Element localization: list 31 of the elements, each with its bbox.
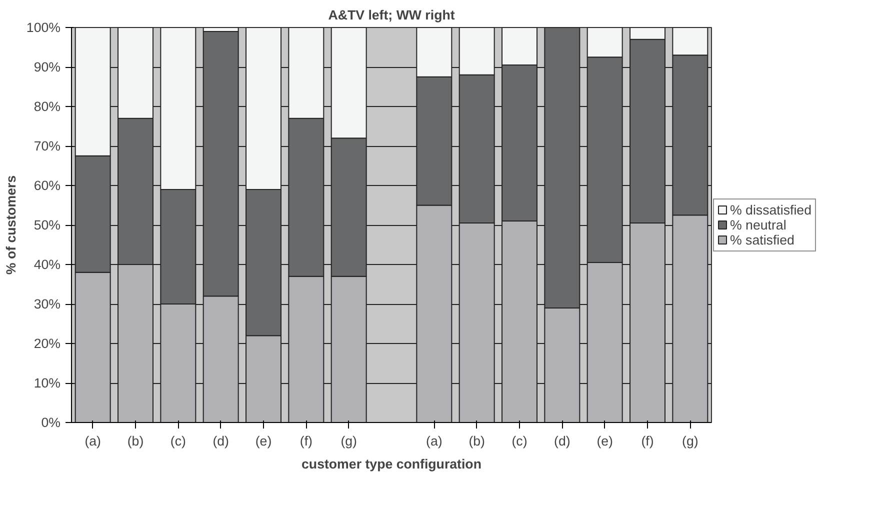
y-tick-label: 30% [34,296,61,312]
x-tick-label: (f) [641,434,654,448]
x-axis-title: customer type configuration [302,456,482,472]
y-tick-label: 80% [34,99,61,114]
y-tick-label: 40% [34,257,61,272]
x-tick-label: (a) [426,434,442,448]
x-tick-label: (a) [84,434,101,448]
x-tick-label: (d) [554,434,570,448]
x-tick-label: (e) [255,434,272,448]
x-tick-label: (f) [300,434,312,448]
y-tick-label: 90% [34,60,61,74]
legend-label: % dissatisfied [730,202,812,217]
y-tick-label: 60% [34,178,61,193]
x-tick-label: (c) [512,434,528,448]
x-tick-label: (g) [682,434,698,448]
y-tick-label: 20% [34,336,61,351]
x-tick-label: (d) [212,434,229,448]
y-axis-title: % of customers [3,175,18,275]
x-tick-label: (c) [170,434,186,448]
y-tick-label: 50% [34,218,61,232]
x-tick-label: (g) [340,434,357,448]
y-tick-label: 70% [34,138,61,154]
legend-label: % satisfied [730,232,794,247]
y-tick-label: 0% [41,415,61,430]
x-tick-label: (b) [468,434,485,448]
chart-title: A&TV left; WW right [328,8,456,22]
legend-label: % neutral [730,217,786,232]
y-tick-label: 10% [34,376,61,390]
x-tick-label: (e) [596,434,613,448]
x-tick-label: (b) [127,434,144,448]
y-tick-label: 100% [26,20,61,35]
